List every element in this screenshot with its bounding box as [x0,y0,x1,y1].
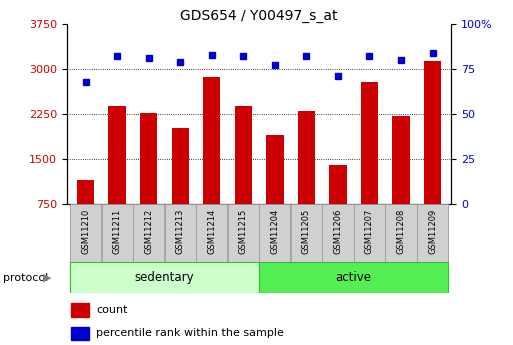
Bar [329,165,347,204]
Bar [417,204,448,262]
Bar [70,204,101,262]
Bar [291,204,322,262]
Bar [102,204,133,262]
Text: GSM11215: GSM11215 [239,209,248,254]
Bar [392,116,410,204]
Text: percentile rank within the sample: percentile rank within the sample [96,328,284,338]
Bar [361,81,378,204]
Text: GSM11210: GSM11210 [81,209,90,254]
Text: GSM11207: GSM11207 [365,209,374,254]
Text: GSM11205: GSM11205 [302,209,311,254]
Text: sedentary: sedentary [134,271,194,284]
Text: active: active [336,271,372,284]
Text: GSM11214: GSM11214 [207,209,216,254]
Bar [70,262,259,293]
Bar [70,327,89,340]
Bar [108,106,126,204]
Text: GSM11204: GSM11204 [270,209,280,254]
Text: GSM11206: GSM11206 [333,209,342,254]
Bar [203,77,221,204]
Text: GSM11213: GSM11213 [176,209,185,254]
Bar [196,204,227,262]
Bar [298,111,315,204]
Text: protocol: protocol [3,273,48,283]
Bar [77,180,94,204]
Text: ▶: ▶ [43,273,51,283]
Bar [322,204,353,262]
Bar [70,304,89,317]
Bar [385,204,417,262]
Bar [165,204,196,262]
Title: GDS654 / Y00497_s_at: GDS654 / Y00497_s_at [180,9,338,23]
Bar [171,128,189,204]
Bar [140,113,157,204]
Bar [228,204,259,262]
Text: GSM11211: GSM11211 [113,209,122,254]
Text: count: count [96,305,128,315]
Text: GSM11212: GSM11212 [144,209,153,254]
Bar [354,204,385,262]
Bar [234,106,252,204]
Text: GSM11208: GSM11208 [397,209,405,254]
Bar [266,135,284,204]
Bar [259,204,290,262]
Bar [259,262,448,293]
Text: GSM11209: GSM11209 [428,209,437,254]
Bar [133,204,164,262]
Bar [424,61,441,204]
